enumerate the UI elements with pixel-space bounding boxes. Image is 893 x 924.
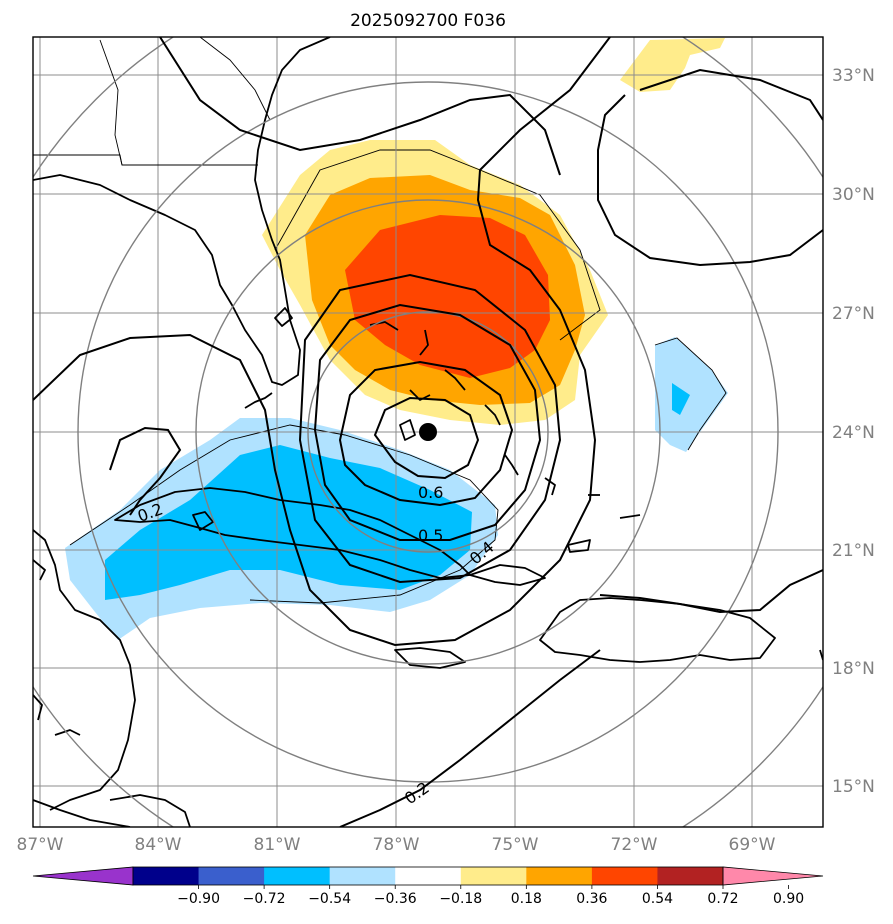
ga-al-border	[99, 39, 123, 166]
lat-label-27: 27°N	[832, 304, 875, 324]
coastlines	[33, 37, 823, 827]
bahamas-andros	[409, 389, 431, 401]
longitude-labels: 87°W 84°W 81°W 78°W 75°W 72°W 69°W	[17, 835, 776, 855]
contours	[33, 37, 823, 827]
lat-label-30: 30°N	[832, 185, 875, 205]
lon-label-84: 84°W	[135, 835, 182, 855]
shade-boundary-negative	[69, 424, 499, 604]
bahamas-island-1	[399, 419, 416, 441]
colorbar-segment	[264, 867, 331, 885]
colorbar-arrow-low	[32, 866, 134, 886]
colorbar-arrow-high	[722, 866, 824, 886]
hispaniola-west	[469, 564, 546, 586]
colorbar-tick-label: 0.90	[773, 891, 804, 907]
yucatan-coast	[33, 529, 136, 811]
lake-okeechobee	[274, 307, 293, 327]
bahamas-cat	[484, 404, 501, 426]
central-america-coast	[33, 799, 131, 827]
colorbar-tick-label: −0.54	[308, 891, 351, 907]
cays-1	[54, 729, 81, 736]
lon-label-78: 78°W	[373, 835, 420, 855]
islet-2	[619, 514, 641, 519]
honduras-coast	[109, 794, 191, 827]
lon-label-72: 72°W	[611, 835, 658, 855]
contour-0.4	[298, 273, 562, 584]
bahamas-eleuthera	[444, 369, 466, 391]
belize-coast	[33, 694, 43, 721]
shade-boundary-east	[654, 337, 727, 451]
colorbar-tick-label: −0.90	[177, 891, 220, 907]
lon-label-69: 69°W	[729, 835, 776, 855]
lon-label-81: 81°W	[254, 835, 301, 855]
colorbar-tick-label: −0.36	[374, 891, 417, 907]
contour-southeast	[599, 569, 823, 614]
latitude-labels: 33°N 30°N 27°N 24°N 21°N 18°N 15°N	[832, 66, 875, 797]
map-area: 0.6 0.5 0.4 0.2 0.2	[33, 37, 823, 827]
colorbar-segment	[198, 867, 265, 885]
range-ring-1	[307, 311, 549, 553]
colorbar-tick-label: −0.72	[243, 891, 286, 907]
contour-inner	[373, 396, 480, 480]
political-borders	[33, 37, 271, 166]
map-frame	[32, 36, 824, 828]
colorbar: −0.90 −0.72 −0.54 −0.36 −0.18 0.18 0.36 0.54 0.7…	[32, 866, 824, 907]
colorbar-outline	[132, 866, 724, 886]
range-ring-3	[77, 81, 779, 783]
light-blue-shade-east	[655, 337, 728, 452]
colorbar-segment	[657, 867, 724, 885]
lat-label-24: 24°N	[832, 423, 875, 443]
range-rings	[33, 37, 823, 827]
florida-georgia-coast	[33, 37, 331, 386]
inagua	[567, 539, 591, 553]
lon-label-87: 87°W	[17, 835, 64, 855]
hispaniola-outline	[539, 597, 776, 663]
range-ring-2	[195, 199, 661, 665]
colorbar-tick-label: 0.72	[707, 891, 738, 907]
contour-label-1: 0.5	[418, 526, 443, 545]
contour-0.2-outer	[33, 37, 611, 647]
bahamas-long	[504, 454, 519, 476]
contour-0.5	[313, 303, 542, 541]
colorbar-tick-label: 0.18	[511, 891, 542, 907]
jamaica-outline	[394, 647, 466, 669]
colorbar-segment	[526, 867, 593, 885]
contour-0.6	[338, 360, 514, 507]
colorbar-tick-label: 0.36	[576, 891, 607, 907]
blue-shade-east	[672, 383, 690, 415]
lat-label-21: 21°N	[832, 541, 875, 561]
bahamas-abaco	[419, 329, 429, 356]
colorbar-tick-label: −0.18	[439, 891, 482, 907]
lat-label-33: 33°N	[832, 66, 875, 86]
map-title: 2025092700 F036	[350, 11, 506, 31]
storm-center-marker	[419, 423, 437, 441]
ga-sc-border	[199, 37, 271, 121]
yucatan-tip	[33, 559, 46, 581]
lat-label-18: 18°N	[832, 659, 875, 679]
lat-label-15: 15°N	[832, 777, 875, 797]
contour-0.2-north	[159, 37, 561, 176]
colorbar-segment	[329, 867, 396, 885]
colorbar-segment	[460, 867, 527, 885]
colorbar-tick-label: 0.54	[642, 891, 673, 907]
contour-label-0: 0.6	[418, 483, 443, 502]
isla-juventud	[192, 511, 214, 531]
contour-east-loop	[597, 68, 823, 267]
colorbar-segment	[133, 867, 200, 885]
yellow-shade-north	[620, 38, 725, 92]
turks-caicos	[544, 477, 556, 496]
lon-label-75: 75°W	[492, 835, 539, 855]
colorbar-segment	[395, 867, 462, 885]
cuba-outline	[114, 487, 471, 579]
contour-0.2-south	[339, 649, 601, 827]
gridlines	[33, 37, 823, 827]
colorbar-segment	[591, 867, 658, 885]
contour-0.2-west	[109, 426, 182, 516]
